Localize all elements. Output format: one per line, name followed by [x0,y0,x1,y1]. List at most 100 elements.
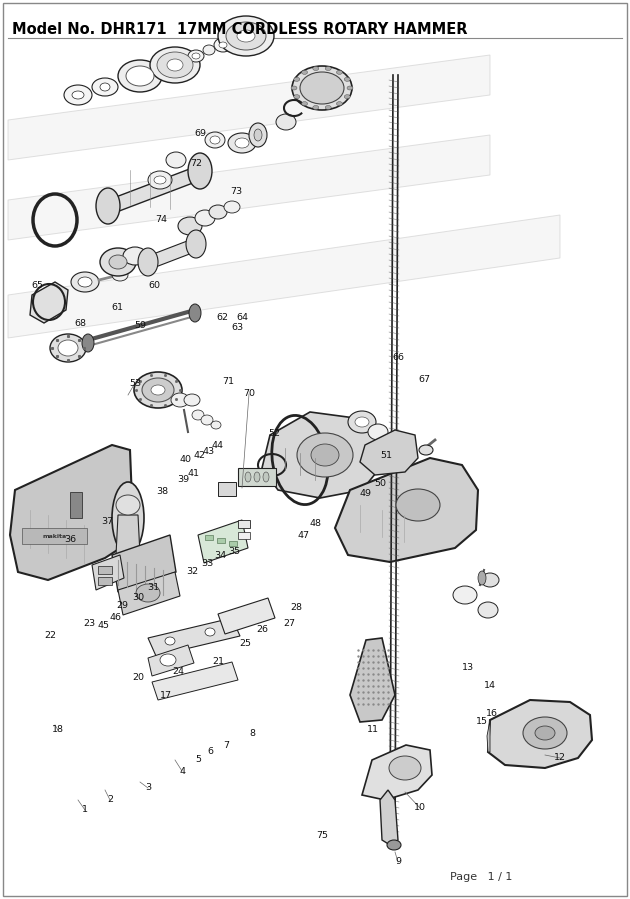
Ellipse shape [355,417,369,427]
Ellipse shape [302,102,307,106]
Text: 6: 6 [207,746,213,755]
Ellipse shape [157,52,193,78]
Ellipse shape [396,489,440,521]
Text: 29: 29 [116,601,128,610]
Text: 63: 63 [231,324,243,333]
Text: 38: 38 [156,486,168,495]
Text: 50: 50 [374,478,386,487]
Bar [98,577,112,585]
Bar [238,532,250,539]
Text: 69: 69 [194,129,206,138]
Polygon shape [148,645,194,676]
Text: 14: 14 [484,681,496,690]
Ellipse shape [297,433,353,477]
Ellipse shape [228,133,256,153]
Polygon shape [218,598,275,634]
Text: 67: 67 [418,376,430,385]
Ellipse shape [112,482,144,554]
Text: 11: 11 [367,725,379,734]
Ellipse shape [348,411,376,433]
Ellipse shape [58,340,78,356]
Ellipse shape [254,129,262,141]
Polygon shape [118,572,180,615]
Text: 51: 51 [380,451,392,460]
Text: 30: 30 [132,593,144,602]
Text: 21: 21 [212,657,224,666]
Text: 60: 60 [148,281,160,290]
Text: 43: 43 [203,447,215,456]
Text: 15: 15 [476,717,488,726]
Ellipse shape [195,210,215,226]
Polygon shape [335,458,478,562]
Text: 71: 71 [222,377,234,386]
Ellipse shape [291,86,297,90]
Text: 36: 36 [64,535,76,544]
Text: 62: 62 [216,314,228,323]
Ellipse shape [325,105,331,110]
Text: 37: 37 [101,518,113,527]
Ellipse shape [184,394,200,406]
Ellipse shape [189,304,201,322]
Text: 32: 32 [186,567,198,576]
Polygon shape [108,165,206,213]
Text: 4: 4 [179,767,185,776]
Text: 20: 20 [132,673,144,682]
Polygon shape [380,790,398,845]
Text: 3: 3 [145,784,151,793]
Polygon shape [92,555,124,590]
Ellipse shape [205,628,215,636]
Text: 73: 73 [230,188,242,197]
Polygon shape [30,282,68,323]
Ellipse shape [201,415,213,425]
Ellipse shape [254,472,260,482]
Text: 13: 13 [462,663,474,672]
Ellipse shape [245,472,251,482]
Polygon shape [8,215,560,338]
Ellipse shape [112,269,128,281]
Text: Page   1 / 1: Page 1 / 1 [450,872,512,882]
Bar [238,468,276,486]
Text: 48: 48 [309,519,321,528]
Text: 33: 33 [201,558,213,567]
Ellipse shape [211,421,221,429]
Ellipse shape [188,50,204,62]
Text: 35: 35 [228,547,240,556]
Ellipse shape [219,42,227,48]
Ellipse shape [535,726,555,740]
Ellipse shape [523,717,567,749]
Ellipse shape [136,584,160,602]
Bar [229,541,237,546]
Ellipse shape [263,472,269,482]
Ellipse shape [209,205,227,219]
Ellipse shape [249,123,267,147]
Bar [22,528,87,544]
Ellipse shape [165,637,175,645]
Ellipse shape [302,70,307,75]
Ellipse shape [218,16,274,56]
Polygon shape [360,430,418,475]
Text: 74: 74 [155,215,167,224]
Text: 59: 59 [134,321,146,330]
Text: 39: 39 [177,476,189,485]
Polygon shape [116,515,140,555]
Text: 68: 68 [74,319,86,328]
Text: 40: 40 [180,456,192,465]
Polygon shape [112,535,176,592]
Ellipse shape [150,47,200,83]
Ellipse shape [276,114,296,130]
Ellipse shape [478,571,486,585]
Ellipse shape [116,495,140,515]
Bar [205,535,213,540]
Text: 52: 52 [268,430,280,439]
Ellipse shape [294,77,300,81]
Bar [70,492,82,518]
Text: 65: 65 [31,280,43,289]
Text: 9: 9 [395,858,401,867]
Polygon shape [148,618,240,656]
Ellipse shape [300,72,344,104]
Ellipse shape [92,78,118,96]
Ellipse shape [100,248,136,276]
Text: 16: 16 [486,709,498,718]
Ellipse shape [166,152,186,168]
Text: 28: 28 [290,602,302,611]
